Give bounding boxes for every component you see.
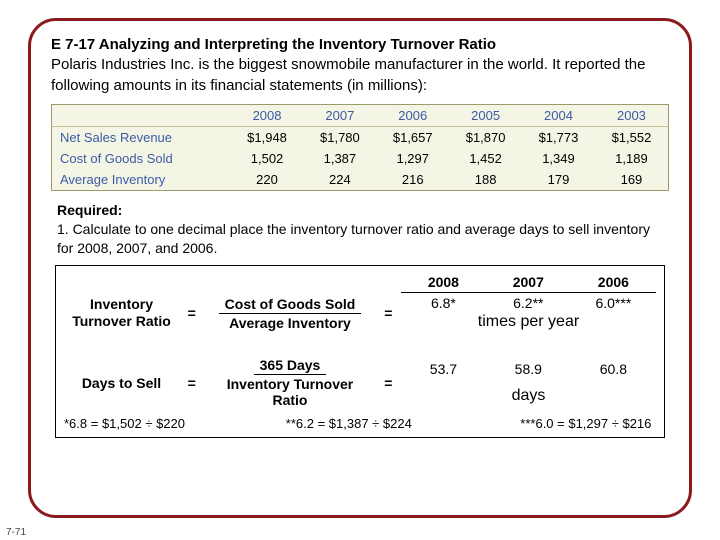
title-block: E 7-17 Analyzing and Interpreting the In… [51, 35, 669, 96]
exercise-intro: Polaris Industries Inc. is the biggest s… [51, 56, 645, 93]
cell: 188 [449, 169, 522, 191]
cell: $1,870 [449, 126, 522, 148]
calc-year: 2008 [401, 272, 486, 293]
equals-sign: = [179, 293, 204, 334]
calc-value: 53.7 [401, 355, 486, 383]
formula: 365 Days Inventory Turnover Ratio [204, 355, 375, 410]
calc-row-turnover: Inventory Turnover Ratio = Cost of Goods… [64, 293, 656, 314]
exercise-title: E 7-17 Analyzing and Interpreting the In… [51, 36, 496, 53]
financial-data-table: 2008 2007 2006 2005 2004 2003 Net Sales … [51, 104, 669, 191]
footnote: ***6.0 = $1,297 ÷ $216 [450, 416, 651, 431]
metric-label: Inventory Turnover Ratio [64, 293, 179, 334]
footnote: **6.2 = $1,387 ÷ $224 [251, 416, 446, 431]
calculation-box: 2008 2007 2006 Inventory Turnover Ratio … [55, 265, 665, 438]
denominator: Average Inventory [208, 314, 371, 331]
year-header: 2005 [449, 104, 522, 126]
cell: 1,502 [231, 148, 304, 169]
footnotes: *6.8 = $1,502 ÷ $220 **6.2 = $1,387 ÷ $2… [64, 416, 656, 431]
required-heading: Required: [57, 202, 122, 218]
cell: $1,773 [522, 126, 595, 148]
unit-label: times per year [401, 313, 656, 333]
calc-value: 6.0*** [571, 293, 656, 314]
cell: 220 [231, 169, 304, 191]
cell: 1,349 [522, 148, 595, 169]
year-header: 2007 [303, 104, 376, 126]
cell: 224 [303, 169, 376, 191]
cell: $1,552 [595, 126, 669, 148]
footnote: *6.8 = $1,502 ÷ $220 [64, 416, 248, 431]
calc-value: 60.8 [571, 355, 656, 383]
cell: 179 [522, 169, 595, 191]
row-label: Cost of Goods Sold [52, 148, 231, 169]
calc-row-days: Days to Sell = 365 Days Inventory Turnov… [64, 355, 656, 383]
cell: $1,780 [303, 126, 376, 148]
numerator: 365 Days [254, 357, 327, 375]
row-label: Net Sales Revenue [52, 126, 231, 148]
required-block: Required: 1. Calculate to one decimal pl… [57, 201, 667, 258]
formula: Cost of Goods Sold Average Inventory [204, 293, 375, 334]
table-header-row: 2008 2007 2006 2005 2004 2003 [52, 104, 669, 126]
unit-label: days [401, 383, 656, 411]
numerator: Cost of Goods Sold [219, 296, 362, 314]
calc-value: 58.9 [486, 355, 571, 383]
denominator: Inventory Turnover Ratio [208, 375, 371, 408]
cell: 169 [595, 169, 669, 191]
table-row: Cost of Goods Sold 1,502 1,387 1,297 1,4… [52, 148, 669, 169]
calc-year: 2007 [486, 272, 571, 293]
cell: 1,387 [303, 148, 376, 169]
cell: 1,452 [449, 148, 522, 169]
year-header: 2008 [231, 104, 304, 126]
equals-sign: = [376, 293, 401, 334]
slide-frame: E 7-17 Analyzing and Interpreting the In… [28, 18, 692, 518]
cell: 216 [376, 169, 449, 191]
metric-label: Days to Sell [64, 355, 179, 410]
calc-year-row: 2008 2007 2006 [64, 272, 656, 293]
cell: 1,297 [376, 148, 449, 169]
table-blank-header [52, 104, 231, 126]
calc-year: 2006 [571, 272, 656, 293]
cell: $1,948 [231, 126, 304, 148]
year-header: 2004 [522, 104, 595, 126]
cell: $1,657 [376, 126, 449, 148]
table-row: Average Inventory 220 224 216 188 179 16… [52, 169, 669, 191]
year-header: 2006 [376, 104, 449, 126]
slide-number: 7-71 [6, 527, 26, 538]
row-label: Average Inventory [52, 169, 231, 191]
equals-sign: = [376, 355, 401, 410]
table-row: Net Sales Revenue $1,948 $1,780 $1,657 $… [52, 126, 669, 148]
required-text: 1. Calculate to one decimal place the in… [57, 221, 650, 256]
calc-value: 6.8* [401, 293, 486, 314]
cell: 1,189 [595, 148, 669, 169]
year-header: 2003 [595, 104, 669, 126]
equals-sign: = [179, 355, 204, 410]
calc-value: 6.2** [486, 293, 571, 314]
